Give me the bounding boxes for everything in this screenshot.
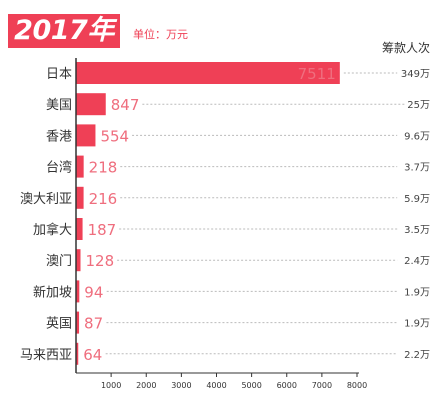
x-tick-label: 5000 <box>241 381 261 390</box>
bar <box>76 93 106 116</box>
x-tick-label: 8000 <box>347 381 367 390</box>
right-column-value: 5.9万 <box>404 194 430 205</box>
right-column-value: 3.5万 <box>404 225 430 236</box>
value-label: 94 <box>84 283 103 301</box>
value-label: 187 <box>88 221 117 239</box>
right-column-value: 9.6万 <box>404 131 430 142</box>
x-tick-label: 7000 <box>312 381 332 390</box>
category-label: 澳大利亚 <box>20 191 72 207</box>
bar <box>76 155 84 178</box>
right-column-value: 2.4万 <box>404 256 430 267</box>
x-tick-label: 1000 <box>101 381 121 390</box>
value-label: 218 <box>89 159 118 177</box>
bar <box>76 218 83 240</box>
category-label: 加拿大 <box>33 222 72 238</box>
value-label: 87 <box>84 315 103 333</box>
right-column-title: 筹款人次 <box>382 41 430 55</box>
right-column-value: 25万 <box>407 100 430 111</box>
bar <box>76 186 84 209</box>
x-tick-label: 3000 <box>171 381 191 390</box>
bar <box>76 62 340 84</box>
category-label: 马来西亚 <box>20 348 72 363</box>
right-column-value: 1.9万 <box>404 319 430 330</box>
value-label: 554 <box>100 127 129 145</box>
unit-label: 单位：万元 <box>133 28 188 41</box>
category-label: 台湾 <box>46 160 72 176</box>
category-label: 日本 <box>46 67 72 82</box>
right-column-value: 3.7万 <box>404 163 430 174</box>
right-column-value: 2.2万 <box>404 350 430 361</box>
value-label: 7511 <box>298 65 336 83</box>
category-label: 英国 <box>46 317 72 332</box>
bar <box>76 280 80 303</box>
right-column-value: 349万 <box>401 69 430 80</box>
x-tick-label: 4000 <box>206 381 226 390</box>
x-tick-label: 6000 <box>277 381 297 390</box>
chart-title-badge: 2017年 <box>8 14 120 48</box>
bar <box>76 124 96 147</box>
value-label: 216 <box>89 190 118 208</box>
category-label: 香港 <box>46 129 72 144</box>
category-label: 新加坡 <box>33 284 72 300</box>
right-column-value: 1.9万 <box>404 287 430 298</box>
category-label: 澳门 <box>46 253 72 269</box>
value-label: 128 <box>85 252 114 270</box>
x-tick-label: 2000 <box>136 381 156 390</box>
category-label: 美国 <box>46 98 72 113</box>
bar <box>76 342 79 365</box>
bar <box>76 311 80 334</box>
bar <box>76 249 81 272</box>
value-label: 64 <box>83 346 102 364</box>
value-label: 847 <box>111 96 140 114</box>
